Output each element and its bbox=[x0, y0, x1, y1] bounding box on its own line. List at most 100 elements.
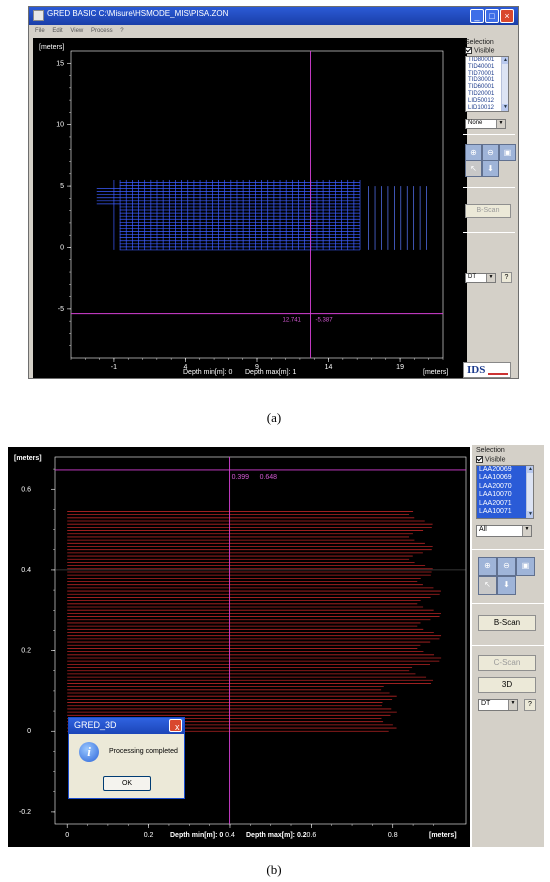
list-item[interactable]: TID70001 bbox=[468, 70, 495, 77]
cursor-icon: ↖ bbox=[470, 164, 477, 173]
window-title: GRED BASIC C:\Misure\HSMODE_MIS\PISA.ZON bbox=[47, 9, 229, 18]
info-icon: i bbox=[79, 742, 99, 762]
gred-basic-window: GRED BASIC C:\Misure\HSMODE_MIS\PISA.ZON… bbox=[28, 6, 519, 379]
scroll-up-icon[interactable]: ▲ bbox=[502, 57, 508, 64]
x-tick-label: 14 bbox=[325, 364, 333, 371]
arrow-down-icon: ⬇ bbox=[487, 164, 494, 173]
select-tool-button[interactable]: ↖ bbox=[478, 576, 497, 595]
3d-button[interactable]: 3D bbox=[478, 677, 536, 693]
list-item[interactable]: LAA10070 bbox=[479, 491, 512, 499]
list-item[interactable]: LAA20071 bbox=[479, 499, 512, 507]
depth-min-label: Depth min[m]: 0 bbox=[183, 369, 233, 376]
view-button[interactable]: ▣ bbox=[499, 144, 516, 161]
y-tick-label: 15 bbox=[56, 60, 64, 67]
view-button[interactable]: ▣ bbox=[516, 557, 535, 576]
y-tick-label: 0.2 bbox=[21, 648, 31, 655]
x-tick-label: 0.2 bbox=[144, 832, 154, 839]
app-icon bbox=[33, 10, 44, 21]
caption-a: (a) bbox=[266, 410, 282, 425]
menu-process[interactable]: Process bbox=[90, 28, 113, 34]
y-tick-label: 5 bbox=[60, 183, 64, 190]
dialog-close-button[interactable]: x bbox=[169, 719, 182, 732]
filter-select[interactable]: None ▼ bbox=[465, 119, 506, 129]
dialog-title: GRED_3D bbox=[74, 720, 117, 730]
bscan-button[interactable]: B-Scan bbox=[478, 615, 536, 631]
list-item[interactable]: LAA10069 bbox=[479, 474, 512, 482]
visible-checkbox[interactable] bbox=[476, 456, 483, 463]
dt-select-value: DT bbox=[468, 274, 476, 280]
window-icon: ▣ bbox=[521, 561, 530, 570]
visible-checkbox-row[interactable]: Visible bbox=[476, 456, 506, 463]
trace-listbox[interactable]: LAA20069 LAA10069 LAA20070 LAA10070 LAA2… bbox=[476, 465, 534, 519]
depth-max-label: Depth max[m]: 1 bbox=[245, 369, 296, 376]
list-scrollbar[interactable]: ▲ ▼ bbox=[501, 57, 508, 111]
list-item[interactable]: LAA10071 bbox=[479, 508, 512, 516]
visible-label: Visible bbox=[485, 456, 506, 464]
x-tick-label: -1 bbox=[111, 364, 117, 371]
processing-dialog: GRED_3D x i Processing completed OK bbox=[68, 717, 185, 799]
list-item[interactable]: LAA20070 bbox=[479, 482, 512, 490]
dt-select[interactable]: DT ▼ bbox=[465, 273, 496, 283]
list-item[interactable]: TID30001 bbox=[468, 77, 495, 84]
x-tick-label: 19 bbox=[396, 364, 404, 371]
scroll-down-icon[interactable]: ▼ bbox=[527, 511, 533, 518]
download-button[interactable]: ⬇ bbox=[482, 160, 499, 177]
dialog-message: Processing completed bbox=[109, 748, 178, 755]
list-item[interactable]: TID40001 bbox=[468, 63, 495, 70]
menu-edit[interactable]: Edit bbox=[52, 28, 63, 34]
visible-checkbox-row[interactable]: Visible bbox=[465, 47, 495, 54]
window-icon: ▣ bbox=[503, 148, 512, 157]
visible-label: Visible bbox=[474, 47, 495, 55]
zoom-in-button[interactable]: ⊕ bbox=[465, 144, 482, 161]
chevron-down-icon[interactable]: ▼ bbox=[522, 526, 531, 536]
maximize-button[interactable]: □ bbox=[485, 9, 499, 23]
list-item[interactable]: TID20001 bbox=[468, 90, 495, 97]
depth-min-label: Depth min[m]: 0 bbox=[170, 832, 223, 839]
cscan-button[interactable]: C-Scan bbox=[478, 655, 536, 671]
zoom-out-button[interactable]: ⊖ bbox=[497, 557, 516, 576]
menu-file[interactable]: File bbox=[35, 28, 45, 34]
scroll-down-icon[interactable]: ▼ bbox=[502, 104, 508, 111]
menu-view[interactable]: View bbox=[70, 28, 84, 34]
ok-button[interactable]: OK bbox=[103, 776, 151, 791]
chevron-down-icon[interactable]: ▼ bbox=[508, 700, 517, 710]
chevron-down-icon[interactable]: ▼ bbox=[496, 120, 505, 128]
y-unit-label: [meters] bbox=[39, 44, 64, 51]
scroll-up-icon[interactable]: ▲ bbox=[527, 466, 533, 473]
x-tick-label: 0.6 bbox=[306, 832, 316, 839]
title-bar: GRED BASIC C:\Misure\HSMODE_MIS\PISA.ZON… bbox=[29, 7, 518, 25]
ids-logo: IDS bbox=[463, 362, 511, 378]
y-tick-label: -5 bbox=[58, 306, 64, 313]
bscan-button[interactable]: B-Scan bbox=[465, 204, 511, 218]
minimize-button[interactable]: _ bbox=[470, 9, 484, 23]
separator bbox=[472, 549, 544, 550]
selection-label: Selection bbox=[465, 39, 494, 46]
menu-help[interactable]: ? bbox=[120, 28, 124, 34]
list-item[interactable]: TID60001 bbox=[468, 84, 495, 91]
zoom-in-button[interactable]: ⊕ bbox=[478, 557, 497, 576]
close-button[interactable]: × bbox=[500, 9, 514, 23]
filter-select[interactable]: All ▼ bbox=[476, 525, 532, 537]
y-tick-label: 0.4 bbox=[21, 567, 31, 574]
dt-select[interactable]: DT ▼ bbox=[478, 699, 518, 711]
chevron-down-icon[interactable]: ▼ bbox=[486, 274, 495, 282]
list-item[interactable]: LID50012 bbox=[468, 97, 495, 104]
x-tick-label: 9 bbox=[255, 364, 259, 371]
plot-a-svg: 15 10 5 0 -5 -1 4 9 14 19 [meters] [meters] Depth… bbox=[39, 44, 448, 376]
help-button[interactable]: ? bbox=[501, 272, 512, 283]
visible-checkbox[interactable] bbox=[465, 47, 472, 54]
help-button[interactable]: ? bbox=[524, 699, 536, 711]
download-button[interactable]: ⬇ bbox=[497, 576, 516, 595]
separator bbox=[472, 645, 544, 646]
separator bbox=[472, 603, 544, 604]
select-tool-button[interactable]: ↖ bbox=[465, 160, 482, 177]
trace-listbox[interactable]: TID80001 TID40001 TID70001 TID30001 TID6… bbox=[465, 56, 509, 112]
list-item[interactable]: LID10012 bbox=[468, 104, 495, 111]
y-tick-label: 0 bbox=[27, 728, 31, 735]
list-item[interactable]: LAA20069 bbox=[479, 466, 512, 473]
plot-area-a[interactable]: 15 10 5 0 -5 -1 4 9 14 19 [meters] [meters] Depth… bbox=[33, 38, 467, 378]
y-unit-label: [meters] bbox=[14, 455, 42, 462]
list-scrollbar[interactable]: ▲ ▼ bbox=[526, 466, 533, 518]
zoom-out-button[interactable]: ⊖ bbox=[482, 144, 499, 161]
list-item[interactable]: TID80001 bbox=[468, 57, 495, 63]
